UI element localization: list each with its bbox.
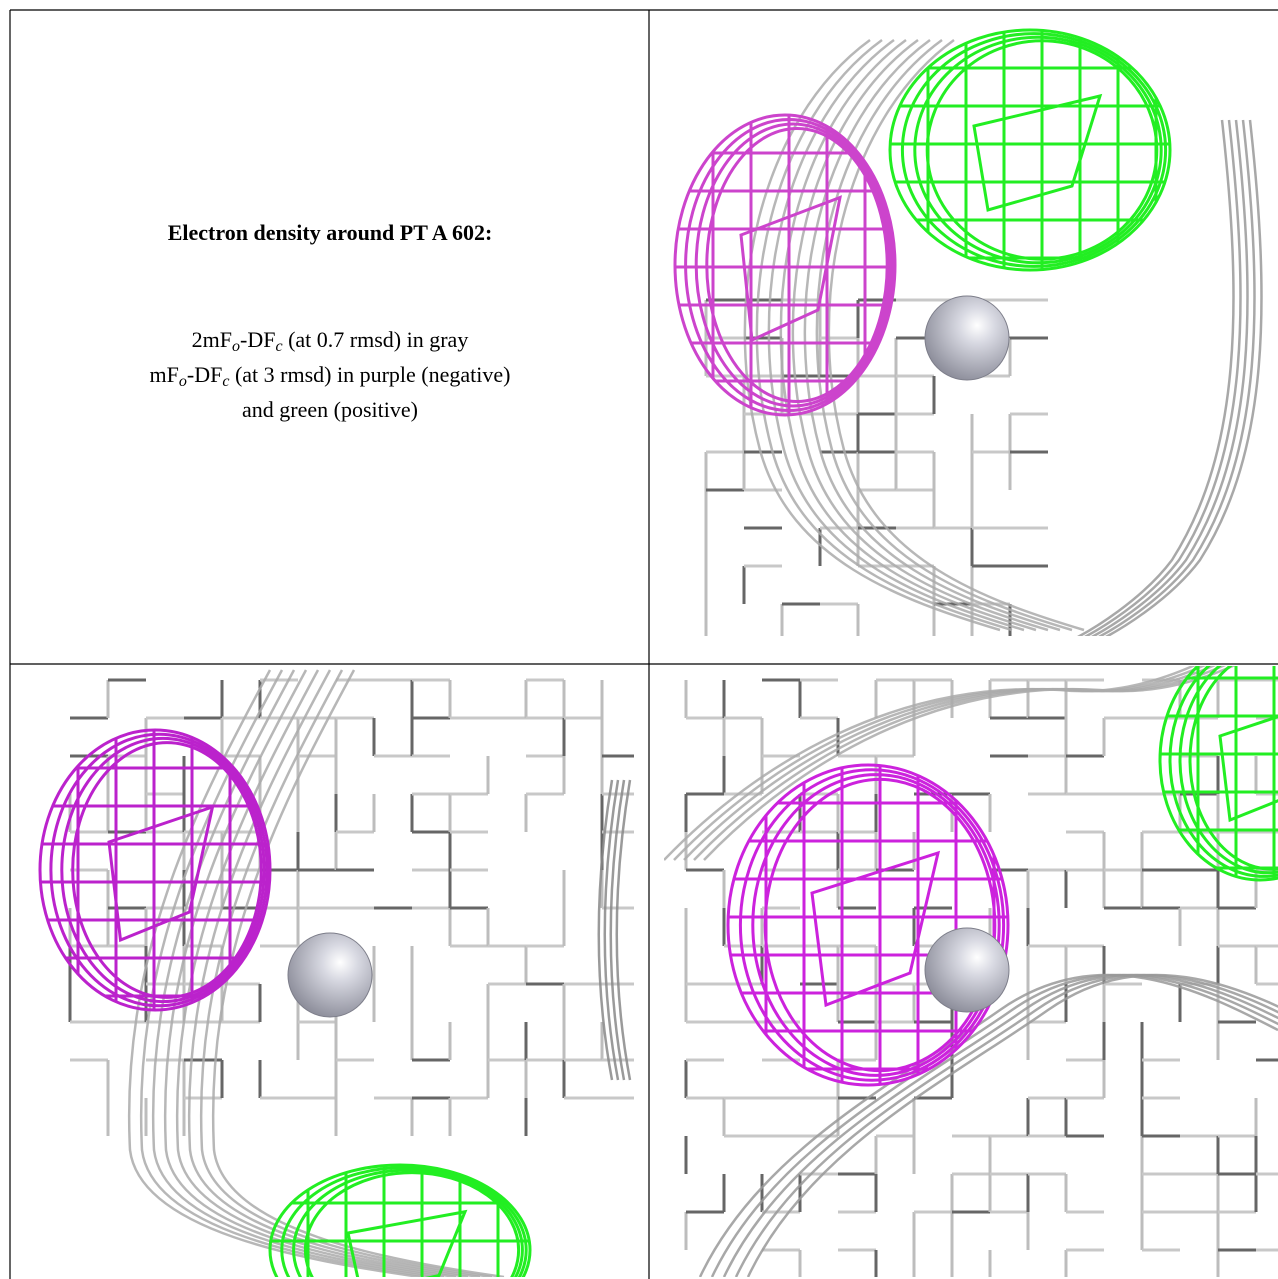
difference-mesh — [738, 768, 1006, 1082]
caption: Electron density around PT A 602: 2mFo-D… — [150, 220, 511, 422]
difference-mesh — [673, 113, 897, 417]
density-contour — [609, 779, 626, 1081]
density-contour — [743, 38, 1001, 632]
density-contour — [703, 666, 1236, 861]
difference-mesh — [107, 804, 215, 943]
density-contour — [603, 779, 620, 1081]
difference-mesh — [888, 28, 1172, 272]
density-contour — [722, 973, 1278, 1277]
difference-mesh — [739, 195, 842, 343]
platinum-atom — [924, 295, 1010, 381]
caption-text: 2mF — [192, 327, 232, 352]
difference-mesh — [810, 850, 941, 1008]
caption-line: mFo-DFc (at 3 rmsd) in purple (negative) — [150, 362, 511, 390]
difference-mesh — [751, 773, 1001, 1077]
platinum-atom — [287, 932, 373, 1018]
density-contour — [815, 38, 1073, 632]
difference-mesh — [1178, 666, 1278, 875]
density-panel-1 — [673, 28, 1263, 636]
difference-mesh — [972, 93, 1103, 212]
subscript: c — [222, 373, 229, 390]
caption-line: and green (positive) — [242, 397, 418, 422]
density-contour — [698, 973, 1278, 1277]
difference-mesh — [913, 35, 1163, 265]
difference-mesh — [705, 127, 889, 403]
density-contour — [767, 38, 1025, 632]
density-contour — [615, 779, 632, 1081]
density-contour — [597, 779, 614, 1081]
platinum-atom — [924, 927, 1010, 1013]
density-contour — [1076, 119, 1235, 636]
difference-mesh — [60, 736, 266, 1004]
caption-text: -DF — [187, 362, 222, 387]
difference-mesh — [726, 763, 1010, 1087]
density-contour — [755, 38, 1013, 632]
caption-text: (at 3 rmsd) in purple (negative) — [229, 362, 510, 387]
caption-text: -DF — [240, 327, 275, 352]
difference-mesh — [1168, 666, 1278, 878]
table-frame — [9, 9, 1278, 1279]
difference-mesh — [303, 1171, 521, 1277]
density-contour — [803, 38, 1061, 632]
subscript: c — [275, 338, 282, 355]
density-contour — [127, 669, 421, 1277]
density-panel-3 — [664, 666, 1278, 1277]
caption-text: mF — [150, 362, 179, 387]
caption-text: (at 0.7 rmsd) in gray — [283, 327, 469, 352]
difference-mesh — [38, 728, 272, 1012]
subscript: o — [179, 373, 187, 390]
density-contour — [151, 669, 445, 1277]
density-contour — [746, 973, 1278, 1277]
density-contour — [1083, 119, 1242, 636]
density-contour — [175, 669, 469, 1277]
difference-mesh — [1218, 715, 1278, 823]
density-panel-2 — [38, 669, 634, 1277]
difference-mesh — [292, 1168, 524, 1277]
difference-mesh — [346, 1209, 468, 1277]
difference-mesh — [694, 122, 892, 408]
density-contour — [734, 973, 1278, 1277]
caption-line: 2mFo-DFc (at 0.7 rmsd) in gray — [192, 327, 469, 355]
density-contour — [710, 973, 1278, 1277]
caption-text: and green (positive) — [242, 397, 418, 422]
density-contour — [211, 669, 505, 1277]
density-contour — [1090, 119, 1249, 636]
density-contour — [187, 669, 481, 1277]
density-contour — [1097, 119, 1256, 636]
difference-mesh — [900, 32, 1168, 268]
subscript: o — [232, 338, 240, 355]
density-contour — [1104, 119, 1263, 636]
density-contour — [827, 38, 1085, 632]
density-contour — [139, 669, 433, 1277]
difference-mesh — [268, 1163, 532, 1277]
caption-title: Electron density around PT A 602: — [168, 220, 493, 245]
density-contour — [199, 669, 493, 1277]
difference-mesh — [1158, 666, 1278, 882]
difference-mesh — [280, 1166, 528, 1277]
